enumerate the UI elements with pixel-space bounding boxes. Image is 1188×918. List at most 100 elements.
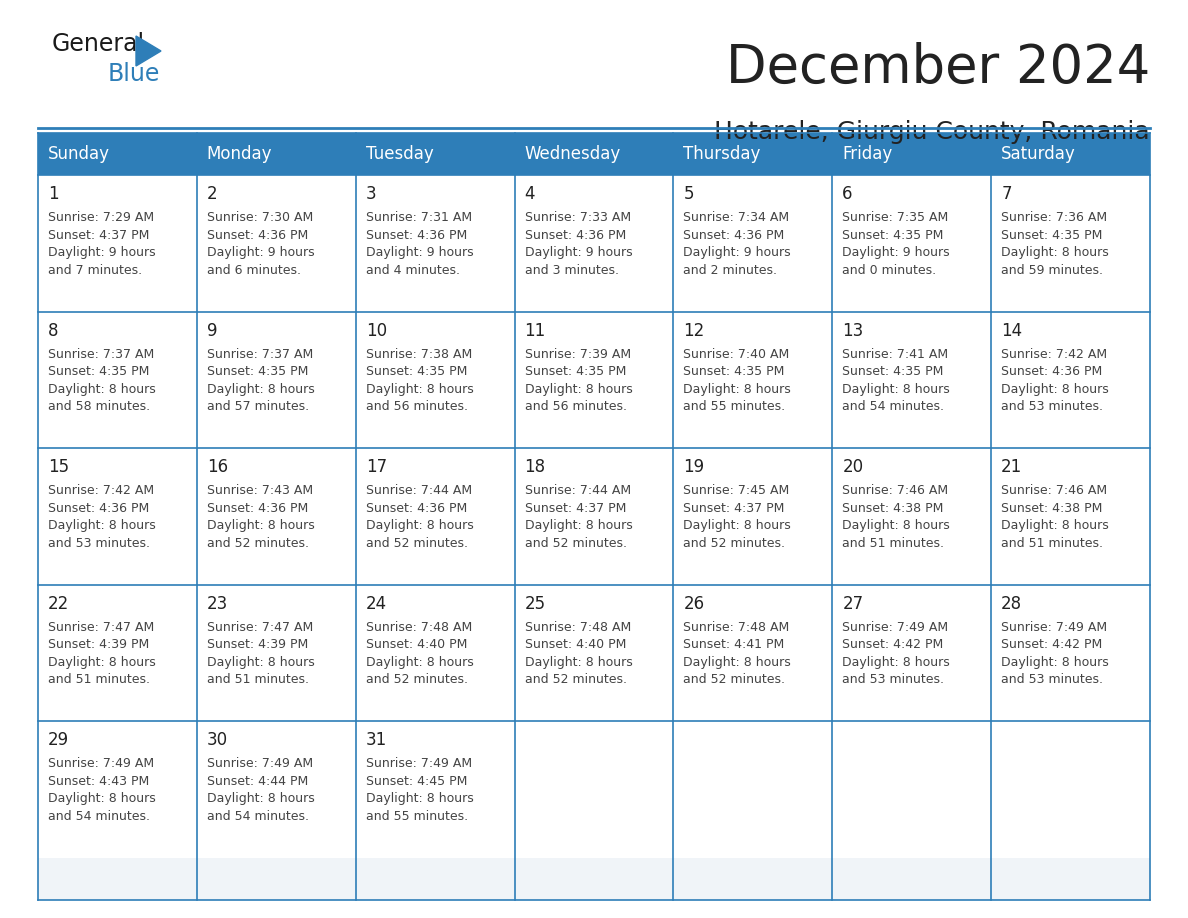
Text: 27: 27 bbox=[842, 595, 864, 613]
Text: Thursday: Thursday bbox=[683, 145, 760, 163]
Text: Sunrise: 7:30 AM
Sunset: 4:36 PM
Daylight: 9 hours
and 6 minutes.: Sunrise: 7:30 AM Sunset: 4:36 PM Dayligh… bbox=[207, 211, 315, 276]
Text: 23: 23 bbox=[207, 595, 228, 613]
Text: Sunrise: 7:47 AM
Sunset: 4:39 PM
Daylight: 8 hours
and 51 minutes.: Sunrise: 7:47 AM Sunset: 4:39 PM Dayligh… bbox=[48, 621, 156, 687]
Text: Friday: Friday bbox=[842, 145, 892, 163]
Text: 18: 18 bbox=[525, 458, 545, 476]
Bar bbox=[991, 175, 1150, 311]
Text: 17: 17 bbox=[366, 458, 387, 476]
Text: 29: 29 bbox=[48, 732, 69, 749]
Text: 28: 28 bbox=[1001, 595, 1022, 613]
Text: Sunrise: 7:35 AM
Sunset: 4:35 PM
Daylight: 9 hours
and 0 minutes.: Sunrise: 7:35 AM Sunset: 4:35 PM Dayligh… bbox=[842, 211, 950, 276]
Text: Sunrise: 7:36 AM
Sunset: 4:35 PM
Daylight: 8 hours
and 59 minutes.: Sunrise: 7:36 AM Sunset: 4:35 PM Dayligh… bbox=[1001, 211, 1108, 276]
Bar bbox=[38, 133, 1150, 175]
Bar bbox=[38, 585, 197, 722]
Bar bbox=[197, 722, 355, 858]
Bar bbox=[514, 311, 674, 448]
Text: Sunrise: 7:49 AM
Sunset: 4:44 PM
Daylight: 8 hours
and 54 minutes.: Sunrise: 7:49 AM Sunset: 4:44 PM Dayligh… bbox=[207, 757, 315, 823]
Text: 13: 13 bbox=[842, 321, 864, 340]
Text: Sunrise: 7:37 AM
Sunset: 4:35 PM
Daylight: 8 hours
and 58 minutes.: Sunrise: 7:37 AM Sunset: 4:35 PM Dayligh… bbox=[48, 348, 156, 413]
Bar bbox=[833, 585, 991, 722]
Text: 14: 14 bbox=[1001, 321, 1022, 340]
Text: 31: 31 bbox=[366, 732, 387, 749]
Text: 9: 9 bbox=[207, 321, 217, 340]
Text: 4: 4 bbox=[525, 185, 535, 203]
Text: Sunrise: 7:29 AM
Sunset: 4:37 PM
Daylight: 9 hours
and 7 minutes.: Sunrise: 7:29 AM Sunset: 4:37 PM Dayligh… bbox=[48, 211, 156, 276]
Text: Sunrise: 7:33 AM
Sunset: 4:36 PM
Daylight: 9 hours
and 3 minutes.: Sunrise: 7:33 AM Sunset: 4:36 PM Dayligh… bbox=[525, 211, 632, 276]
Text: 8: 8 bbox=[48, 321, 58, 340]
Text: 30: 30 bbox=[207, 732, 228, 749]
Polygon shape bbox=[135, 36, 162, 66]
Bar bbox=[514, 448, 674, 585]
Text: 11: 11 bbox=[525, 321, 545, 340]
Bar bbox=[991, 448, 1150, 585]
Bar bbox=[38, 311, 197, 448]
Bar bbox=[197, 585, 355, 722]
Bar bbox=[355, 585, 514, 722]
Text: Sunrise: 7:48 AM
Sunset: 4:40 PM
Daylight: 8 hours
and 52 minutes.: Sunrise: 7:48 AM Sunset: 4:40 PM Dayligh… bbox=[366, 621, 474, 687]
Bar bbox=[197, 311, 355, 448]
Bar bbox=[674, 311, 833, 448]
Text: Sunrise: 7:46 AM
Sunset: 4:38 PM
Daylight: 8 hours
and 51 minutes.: Sunrise: 7:46 AM Sunset: 4:38 PM Dayligh… bbox=[842, 484, 950, 550]
Text: 7: 7 bbox=[1001, 185, 1012, 203]
Text: 21: 21 bbox=[1001, 458, 1023, 476]
Text: Sunrise: 7:48 AM
Sunset: 4:40 PM
Daylight: 8 hours
and 52 minutes.: Sunrise: 7:48 AM Sunset: 4:40 PM Dayligh… bbox=[525, 621, 632, 687]
Text: 6: 6 bbox=[842, 185, 853, 203]
Text: 1: 1 bbox=[48, 185, 58, 203]
Bar bbox=[38, 175, 1150, 900]
Text: Sunrise: 7:45 AM
Sunset: 4:37 PM
Daylight: 8 hours
and 52 minutes.: Sunrise: 7:45 AM Sunset: 4:37 PM Dayligh… bbox=[683, 484, 791, 550]
Bar bbox=[991, 722, 1150, 858]
Text: Hotarele, Giurgiu County, Romania: Hotarele, Giurgiu County, Romania bbox=[714, 120, 1150, 144]
Bar bbox=[674, 448, 833, 585]
Text: December 2024: December 2024 bbox=[726, 42, 1150, 94]
Text: Sunrise: 7:43 AM
Sunset: 4:36 PM
Daylight: 8 hours
and 52 minutes.: Sunrise: 7:43 AM Sunset: 4:36 PM Dayligh… bbox=[207, 484, 315, 550]
Text: Sunrise: 7:49 AM
Sunset: 4:45 PM
Daylight: 8 hours
and 55 minutes.: Sunrise: 7:49 AM Sunset: 4:45 PM Dayligh… bbox=[366, 757, 474, 823]
Text: Sunrise: 7:44 AM
Sunset: 4:36 PM
Daylight: 8 hours
and 52 minutes.: Sunrise: 7:44 AM Sunset: 4:36 PM Dayligh… bbox=[366, 484, 474, 550]
Bar bbox=[38, 448, 197, 585]
Bar bbox=[833, 311, 991, 448]
Bar bbox=[355, 722, 514, 858]
Text: 15: 15 bbox=[48, 458, 69, 476]
Text: Blue: Blue bbox=[108, 62, 160, 86]
Text: Sunrise: 7:40 AM
Sunset: 4:35 PM
Daylight: 8 hours
and 55 minutes.: Sunrise: 7:40 AM Sunset: 4:35 PM Dayligh… bbox=[683, 348, 791, 413]
Text: Sunrise: 7:47 AM
Sunset: 4:39 PM
Daylight: 8 hours
and 51 minutes.: Sunrise: 7:47 AM Sunset: 4:39 PM Dayligh… bbox=[207, 621, 315, 687]
Bar bbox=[514, 585, 674, 722]
Text: Sunrise: 7:31 AM
Sunset: 4:36 PM
Daylight: 9 hours
and 4 minutes.: Sunrise: 7:31 AM Sunset: 4:36 PM Dayligh… bbox=[366, 211, 473, 276]
Text: Tuesday: Tuesday bbox=[366, 145, 434, 163]
Text: Sunrise: 7:42 AM
Sunset: 4:36 PM
Daylight: 8 hours
and 53 minutes.: Sunrise: 7:42 AM Sunset: 4:36 PM Dayligh… bbox=[48, 484, 156, 550]
Bar bbox=[991, 585, 1150, 722]
Text: Sunrise: 7:37 AM
Sunset: 4:35 PM
Daylight: 8 hours
and 57 minutes.: Sunrise: 7:37 AM Sunset: 4:35 PM Dayligh… bbox=[207, 348, 315, 413]
Bar bbox=[197, 175, 355, 311]
Text: 22: 22 bbox=[48, 595, 69, 613]
Text: Sunrise: 7:44 AM
Sunset: 4:37 PM
Daylight: 8 hours
and 52 minutes.: Sunrise: 7:44 AM Sunset: 4:37 PM Dayligh… bbox=[525, 484, 632, 550]
Bar bbox=[355, 311, 514, 448]
Bar bbox=[833, 175, 991, 311]
Bar bbox=[38, 722, 197, 858]
Bar bbox=[674, 175, 833, 311]
Text: 26: 26 bbox=[683, 595, 704, 613]
Text: Sunrise: 7:34 AM
Sunset: 4:36 PM
Daylight: 9 hours
and 2 minutes.: Sunrise: 7:34 AM Sunset: 4:36 PM Dayligh… bbox=[683, 211, 791, 276]
Text: 3: 3 bbox=[366, 185, 377, 203]
Bar bbox=[833, 448, 991, 585]
Bar bbox=[355, 448, 514, 585]
Text: 25: 25 bbox=[525, 595, 545, 613]
Text: General: General bbox=[52, 32, 145, 56]
Text: 16: 16 bbox=[207, 458, 228, 476]
Text: 24: 24 bbox=[366, 595, 387, 613]
Text: Sunrise: 7:48 AM
Sunset: 4:41 PM
Daylight: 8 hours
and 52 minutes.: Sunrise: 7:48 AM Sunset: 4:41 PM Dayligh… bbox=[683, 621, 791, 687]
Bar bbox=[991, 311, 1150, 448]
Text: Sunrise: 7:41 AM
Sunset: 4:35 PM
Daylight: 8 hours
and 54 minutes.: Sunrise: 7:41 AM Sunset: 4:35 PM Dayligh… bbox=[842, 348, 950, 413]
Bar bbox=[38, 175, 197, 311]
Text: 2: 2 bbox=[207, 185, 217, 203]
Text: Sunrise: 7:49 AM
Sunset: 4:43 PM
Daylight: 8 hours
and 54 minutes.: Sunrise: 7:49 AM Sunset: 4:43 PM Dayligh… bbox=[48, 757, 156, 823]
Text: Wednesday: Wednesday bbox=[525, 145, 621, 163]
Bar bbox=[514, 722, 674, 858]
Text: 19: 19 bbox=[683, 458, 704, 476]
Text: Saturday: Saturday bbox=[1001, 145, 1076, 163]
Bar bbox=[833, 722, 991, 858]
Text: 12: 12 bbox=[683, 321, 704, 340]
Text: Sunrise: 7:39 AM
Sunset: 4:35 PM
Daylight: 8 hours
and 56 minutes.: Sunrise: 7:39 AM Sunset: 4:35 PM Dayligh… bbox=[525, 348, 632, 413]
Text: 5: 5 bbox=[683, 185, 694, 203]
Text: 20: 20 bbox=[842, 458, 864, 476]
Bar bbox=[514, 175, 674, 311]
Text: Sunrise: 7:38 AM
Sunset: 4:35 PM
Daylight: 8 hours
and 56 minutes.: Sunrise: 7:38 AM Sunset: 4:35 PM Dayligh… bbox=[366, 348, 474, 413]
